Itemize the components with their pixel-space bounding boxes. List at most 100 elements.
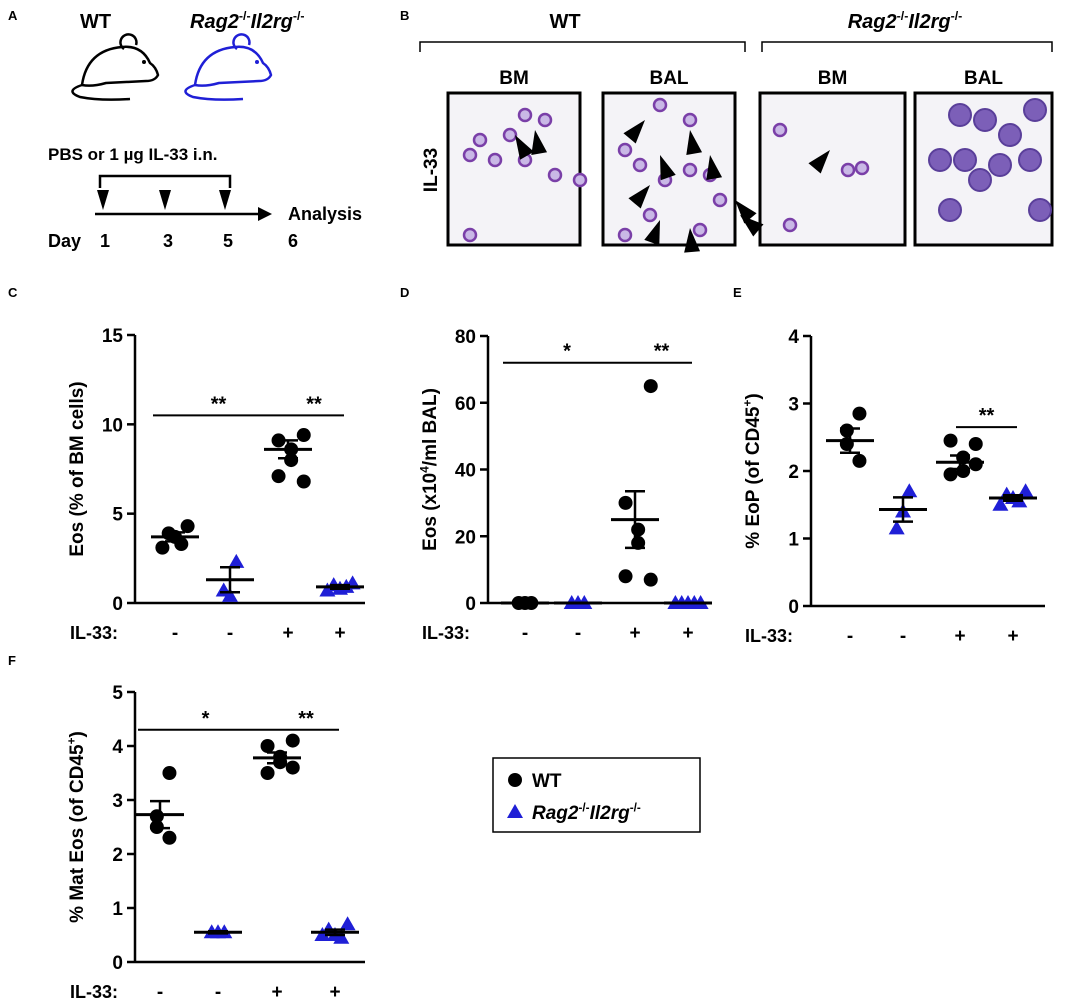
label-part: -/- <box>897 9 909 23</box>
x-tick-label: + <box>334 623 345 644</box>
bracket <box>98 174 232 188</box>
cell <box>938 198 962 222</box>
cell <box>1018 148 1042 172</box>
arrowhead-pointer <box>686 130 703 156</box>
y-tick-label: 10 <box>102 415 123 436</box>
data-point <box>271 469 286 484</box>
arrowhead-pointer <box>660 155 676 181</box>
significance-label: * <box>563 341 571 363</box>
sem-bar <box>325 928 345 937</box>
rich-label: % EoP (of CD45+) <box>741 393 764 548</box>
y-tick-label: 5 <box>112 505 123 526</box>
y-tick-label: 1 <box>112 899 123 920</box>
rich-label: Eos (x104/ml BAL) <box>418 388 441 551</box>
data-point <box>852 453 867 468</box>
sem-bar <box>165 531 185 543</box>
data-point <box>314 927 331 941</box>
label: BM <box>499 68 529 89</box>
arrowhead-pointer <box>644 220 660 246</box>
label-part: 4 <box>418 466 431 473</box>
cell <box>502 127 518 143</box>
rich-label: % Mat Eos (of CD45+) <box>65 731 88 923</box>
data-point <box>296 474 311 489</box>
data-point <box>339 916 356 931</box>
label-part: % Mat Eos (of CD45 <box>67 744 88 923</box>
label-part: Rag2 <box>190 11 239 33</box>
cell <box>617 142 633 158</box>
data-point <box>956 464 971 478</box>
y-tick-label: 2 <box>788 462 799 483</box>
label-part: Eos (% of BM cells) <box>67 381 88 556</box>
cell <box>988 153 1012 177</box>
cell <box>487 152 503 168</box>
x-tick-label: - <box>575 623 581 644</box>
y-tick-label: 0 <box>112 594 123 615</box>
y-tick-label: 3 <box>788 395 799 416</box>
label: A <box>8 8 18 23</box>
cell <box>517 107 533 123</box>
panel-label: E <box>733 285 742 300</box>
data-point <box>631 522 646 537</box>
sem-bar <box>330 583 350 590</box>
data-point <box>285 733 300 748</box>
significance-label: ** <box>211 393 227 415</box>
y-tick-label: 15 <box>102 326 124 347</box>
x-label: IL-33: <box>70 982 118 1002</box>
label: B <box>400 8 409 23</box>
label-part: /ml BAL) <box>420 388 441 466</box>
data-point <box>284 453 299 468</box>
label-part: WT <box>532 771 562 792</box>
data-point <box>162 766 177 780</box>
x-label: IL-33: <box>422 623 470 643</box>
y-tick-label: 0 <box>788 597 799 618</box>
arrowhead-pointer <box>808 150 830 174</box>
label-part: -/- <box>239 9 251 23</box>
cell <box>472 132 488 148</box>
arrowhead-pointer <box>706 155 723 181</box>
label-part: ) <box>743 393 764 399</box>
significance-label: ** <box>298 708 314 730</box>
sem-bar <box>1003 494 1023 502</box>
data-point <box>618 495 633 510</box>
mouse-eye <box>255 60 259 64</box>
mouse-icon <box>184 33 273 101</box>
panel-label: D <box>400 285 409 300</box>
cell <box>840 162 856 178</box>
injection-marker <box>219 190 231 210</box>
arrowhead-pointer <box>740 214 764 237</box>
sem-bar <box>208 929 228 935</box>
data-point <box>901 483 918 498</box>
label-part: -/- <box>951 9 963 23</box>
y-tick-label: 60 <box>455 394 476 415</box>
cell <box>682 162 698 178</box>
x-tick-label: - <box>227 623 233 644</box>
data-point <box>333 929 350 944</box>
x-tick-label: + <box>329 982 340 1003</box>
x-tick-label: + <box>1007 626 1018 647</box>
data-point <box>1017 483 1034 498</box>
y-tick-label: 1 <box>788 530 799 551</box>
y-tick-label: 2 <box>112 845 123 866</box>
data-point <box>155 540 170 555</box>
cell <box>782 217 798 233</box>
label: WT <box>549 11 580 33</box>
x-tick-label: + <box>629 623 640 644</box>
label-part: Rag2 <box>532 803 579 824</box>
significance-label: ** <box>654 341 670 363</box>
mouse-eye <box>142 60 146 64</box>
sem-bar <box>220 566 240 594</box>
label: Analysis <box>288 204 362 224</box>
arrowhead-pointer <box>684 228 701 253</box>
data-point <box>285 760 300 775</box>
rich-label: WT <box>532 771 562 792</box>
label: BM <box>818 68 848 89</box>
legend-box <box>492 757 701 833</box>
sem-bar <box>950 454 970 471</box>
cell <box>854 160 870 176</box>
data-point <box>839 437 854 451</box>
label-part: + <box>741 400 754 407</box>
injection-marker <box>159 190 171 210</box>
label-part: Rag2 <box>848 11 897 33</box>
bracket <box>761 41 1053 52</box>
y-tick-label: 3 <box>112 791 123 812</box>
